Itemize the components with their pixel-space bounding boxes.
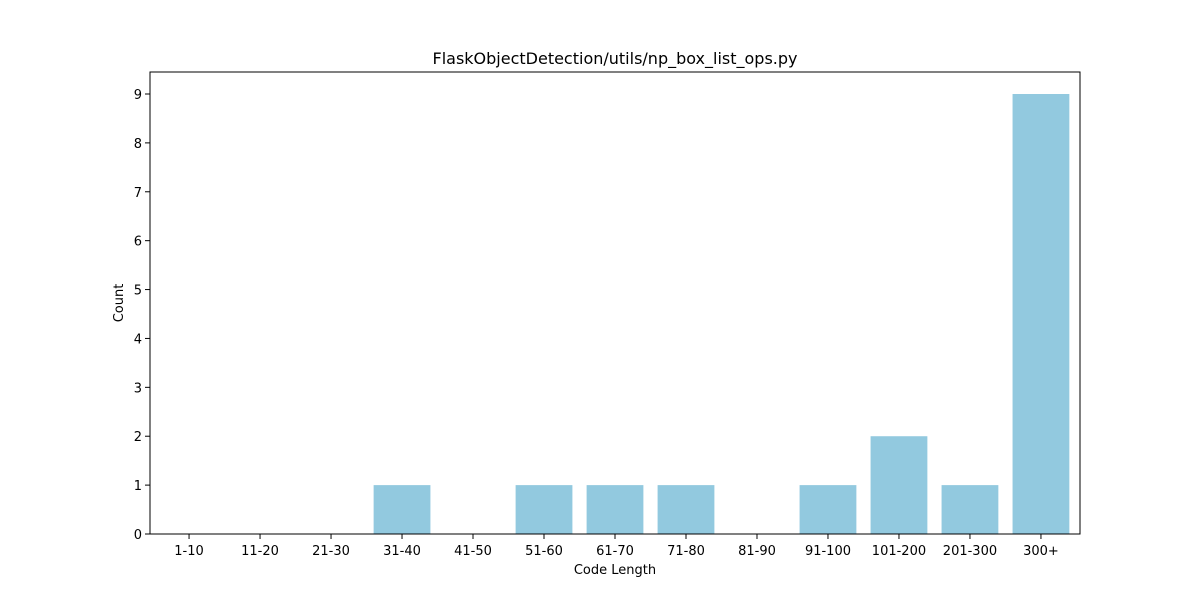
x-tick-label: 11-20: [241, 544, 279, 559]
x-axis-label: Code Length: [574, 563, 656, 578]
x-tick-label: 71-80: [667, 544, 705, 559]
x-tick-label: 81-90: [738, 544, 776, 559]
y-tick-label: 8: [134, 137, 142, 152]
x-tick-label: 201-300: [943, 544, 997, 559]
x-tick-label: 61-70: [596, 544, 634, 559]
x-tick-label: 300+: [1023, 544, 1059, 559]
x-tick-label: 31-40: [383, 544, 421, 559]
y-axis-label: Count: [112, 284, 127, 323]
y-tick-label: 5: [134, 284, 142, 299]
bar-91-100: [799, 485, 857, 534]
y-tick-label: 1: [134, 479, 142, 494]
bar-300+: [1012, 94, 1070, 534]
bar-61-70: [586, 485, 644, 534]
plot-frame: [149, 71, 1081, 535]
x-tick-label: 101-200: [872, 544, 926, 559]
bars-group: [373, 94, 1070, 534]
bar-51-60: [515, 485, 573, 534]
x-tick-label: 21-30: [312, 544, 350, 559]
x-tick-label: 91-100: [805, 544, 851, 559]
y-tick-label: 2: [134, 430, 142, 445]
x-tick-label: 51-60: [525, 544, 563, 559]
y-axis: 0 1 2 3 4 5 6 7 8 9: [134, 88, 150, 543]
bar-201-300: [941, 485, 999, 534]
y-tick-label: 6: [134, 235, 142, 250]
x-tick-label: 1-10: [174, 544, 204, 559]
bar-101-200: [870, 436, 928, 534]
y-tick-label: 7: [134, 186, 142, 201]
y-tick-label: 3: [134, 381, 142, 396]
bar-31-40: [373, 485, 431, 534]
x-axis: 1-10 11-20 21-30 31-40 41-50 51-60 61-70 71-80 8…: [174, 534, 1059, 559]
bar-71-80: [657, 485, 715, 534]
x-tick-label: 41-50: [454, 544, 492, 559]
chart-title: FlaskObjectDetection/utils/np_box_list_o…: [432, 49, 797, 69]
y-tick-label: 9: [134, 88, 142, 103]
y-tick-label: 4: [134, 332, 142, 347]
y-tick-label: 0: [134, 528, 142, 543]
